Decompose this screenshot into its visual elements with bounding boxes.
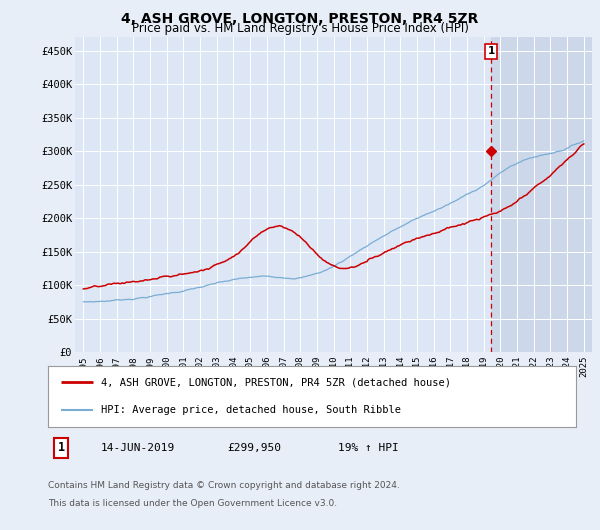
Text: HPI: Average price, detached house, South Ribble: HPI: Average price, detached house, Sout… [101, 405, 401, 415]
Text: 19% ↑ HPI: 19% ↑ HPI [338, 443, 399, 453]
Text: 4, ASH GROVE, LONGTON, PRESTON, PR4 5ZR (detached house): 4, ASH GROVE, LONGTON, PRESTON, PR4 5ZR … [101, 377, 451, 387]
Text: 1: 1 [488, 46, 495, 56]
Bar [491, 37, 592, 352]
Text: £299,950: £299,950 [227, 443, 281, 453]
Text: 1: 1 [58, 441, 65, 454]
Text: 14-JUN-2019: 14-JUN-2019 [101, 443, 175, 453]
Text: Contains HM Land Registry data © Crown copyright and database right 2024.: Contains HM Land Registry data © Crown c… [48, 481, 400, 490]
Text: Price paid vs. HM Land Registry's House Price Index (HPI): Price paid vs. HM Land Registry's House … [131, 22, 469, 36]
Text: This data is licensed under the Open Government Licence v3.0.: This data is licensed under the Open Gov… [48, 499, 337, 508]
Text: 4, ASH GROVE, LONGTON, PRESTON, PR4 5ZR: 4, ASH GROVE, LONGTON, PRESTON, PR4 5ZR [121, 12, 479, 25]
